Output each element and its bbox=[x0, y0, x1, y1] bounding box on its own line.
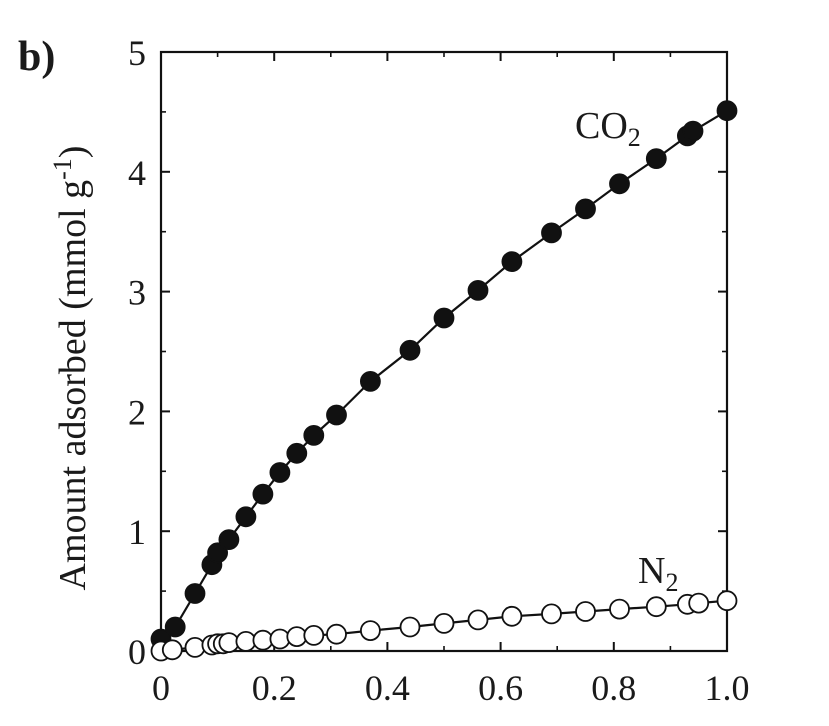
y-tick-label: 2 bbox=[128, 392, 146, 432]
series-label-co2: CO2 bbox=[575, 105, 641, 152]
y-tick-label: 5 bbox=[128, 33, 146, 73]
x-tick-label: 1.0 bbox=[705, 668, 750, 708]
y-axis-label-close: ) bbox=[52, 146, 94, 159]
data-point-co2 bbox=[575, 198, 596, 220]
data-point-n2 bbox=[161, 639, 183, 661]
data-point-co2 bbox=[218, 529, 240, 550]
data-point-co2 bbox=[433, 307, 455, 329]
data-point-co2 bbox=[682, 120, 704, 142]
data-point-co2 bbox=[541, 222, 562, 244]
data-point-co2 bbox=[609, 173, 630, 195]
data-point-co2 bbox=[164, 616, 186, 638]
data-point-n2 bbox=[467, 609, 489, 631]
data-point-co2 bbox=[303, 424, 325, 446]
data-point-co2 bbox=[286, 442, 308, 464]
y-axis-label-superscript: -1 bbox=[48, 158, 77, 180]
data-point-n2 bbox=[688, 592, 710, 614]
data-point-n2 bbox=[359, 620, 381, 641]
data-point-n2 bbox=[609, 598, 630, 620]
data-point-co2 bbox=[399, 339, 421, 361]
data-point-n2 bbox=[716, 590, 738, 612]
data-point-n2 bbox=[433, 613, 455, 634]
series-label-n2-sub: 2 bbox=[665, 568, 678, 597]
data-point-co2 bbox=[207, 542, 229, 564]
data-point-co2 bbox=[326, 404, 347, 426]
y-tick-label: 4 bbox=[128, 153, 146, 193]
tick-labels: 0 0.2 0.4 0.6 0.8 1.0 0 1 2 3 4 5 bbox=[128, 33, 750, 708]
series-label-n2: N2 bbox=[638, 550, 678, 597]
data-point-co2 bbox=[235, 506, 257, 528]
data-point-co2 bbox=[467, 279, 489, 301]
data-point-n2 bbox=[575, 601, 596, 622]
data-point-n2 bbox=[501, 605, 523, 627]
x-tick-label: 0.2 bbox=[252, 668, 297, 708]
series-layer bbox=[150, 100, 738, 662]
data-point-n2 bbox=[286, 626, 308, 647]
y-tick-label: 3 bbox=[128, 273, 146, 313]
x-tick-label: 0.8 bbox=[591, 668, 636, 708]
data-point-co2 bbox=[269, 462, 291, 483]
data-point-n2 bbox=[326, 623, 347, 645]
data-point-n2 bbox=[269, 628, 291, 650]
data-point-co2 bbox=[184, 583, 206, 604]
data-point-n2 bbox=[218, 632, 240, 653]
x-tick-label: 0.4 bbox=[365, 668, 410, 708]
data-point-co2 bbox=[645, 148, 667, 170]
x-tick-label: 0.6 bbox=[478, 668, 523, 708]
y-tick-label: 0 bbox=[128, 632, 146, 672]
data-point-n2 bbox=[303, 625, 325, 646]
panel-label: b) bbox=[18, 34, 55, 80]
series-label-co2-main: CO bbox=[575, 105, 628, 147]
y-axis-label-text: Amount adsorbed (mmol g bbox=[52, 180, 94, 591]
data-point-co2 bbox=[501, 251, 523, 273]
data-point-n2 bbox=[184, 637, 206, 658]
data-point-n2 bbox=[645, 596, 667, 618]
data-point-n2 bbox=[235, 631, 257, 652]
data-point-n2 bbox=[541, 603, 562, 625]
x-tick-label: 0 bbox=[152, 668, 170, 708]
series-label-n2-main: N bbox=[638, 550, 665, 592]
data-point-co2 bbox=[716, 100, 738, 122]
data-point-co2 bbox=[359, 370, 381, 392]
series-label-co2-sub: 2 bbox=[628, 123, 641, 152]
data-point-co2 bbox=[252, 483, 274, 505]
y-axis-label: Amount adsorbed (mmol g-1) bbox=[48, 146, 94, 591]
y-tick-label: 1 bbox=[128, 512, 146, 552]
data-point-n2 bbox=[252, 629, 274, 651]
data-point-n2 bbox=[399, 616, 421, 638]
